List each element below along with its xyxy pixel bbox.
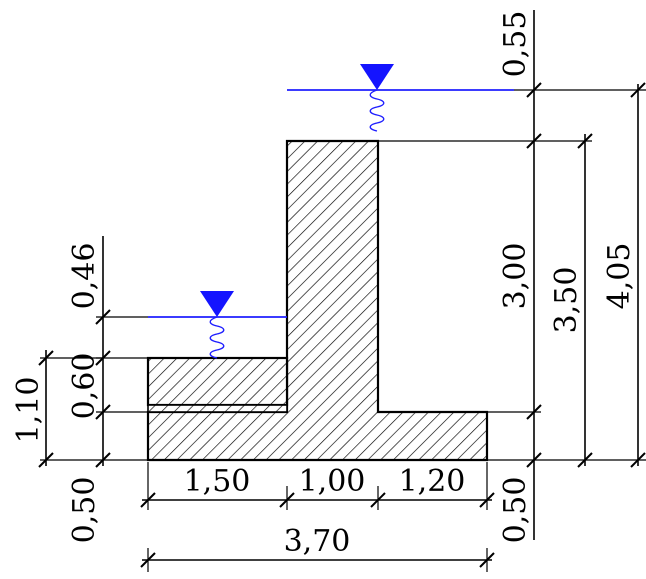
soil-fill-left	[146, 356, 289, 407]
tick	[140, 492, 156, 508]
tick	[140, 552, 156, 568]
dim-label-water-above-wall: 0,55	[498, 11, 533, 78]
inverted-triangle-icon	[200, 291, 234, 317]
dim-label-wall-total: 3,50	[549, 267, 584, 334]
dim-label-overall: 4,05	[602, 243, 637, 310]
inverted-triangle-icon	[360, 64, 394, 90]
tick	[370, 492, 386, 508]
tick	[630, 452, 646, 468]
tick	[630, 82, 646, 98]
tick	[38, 452, 54, 468]
dim-label-fill-height: 0,60	[67, 353, 102, 420]
tick	[479, 552, 495, 568]
dim-label-left-footing: 0,50	[67, 477, 102, 544]
dim-label-water-above-fill: 0,46	[67, 243, 102, 310]
tick	[577, 133, 593, 149]
soil-fill-thin-layer	[147, 404, 288, 413]
dim-label-wall-width: 1,00	[299, 464, 366, 499]
tick	[577, 452, 593, 468]
dim-label-right-width: 1,20	[399, 464, 466, 499]
spring-icon	[369, 89, 385, 132]
dim-label-left-width: 1,50	[184, 464, 251, 499]
spring-icon	[209, 316, 225, 359]
dim-label-wall-height: 3,00	[498, 243, 533, 310]
dim-label-right-footing: 0,50	[498, 477, 533, 544]
tick	[279, 492, 295, 508]
dim-label-combined: 1,10	[11, 377, 46, 444]
tick	[479, 492, 495, 508]
dim-label-total-width: 3,70	[284, 524, 351, 559]
